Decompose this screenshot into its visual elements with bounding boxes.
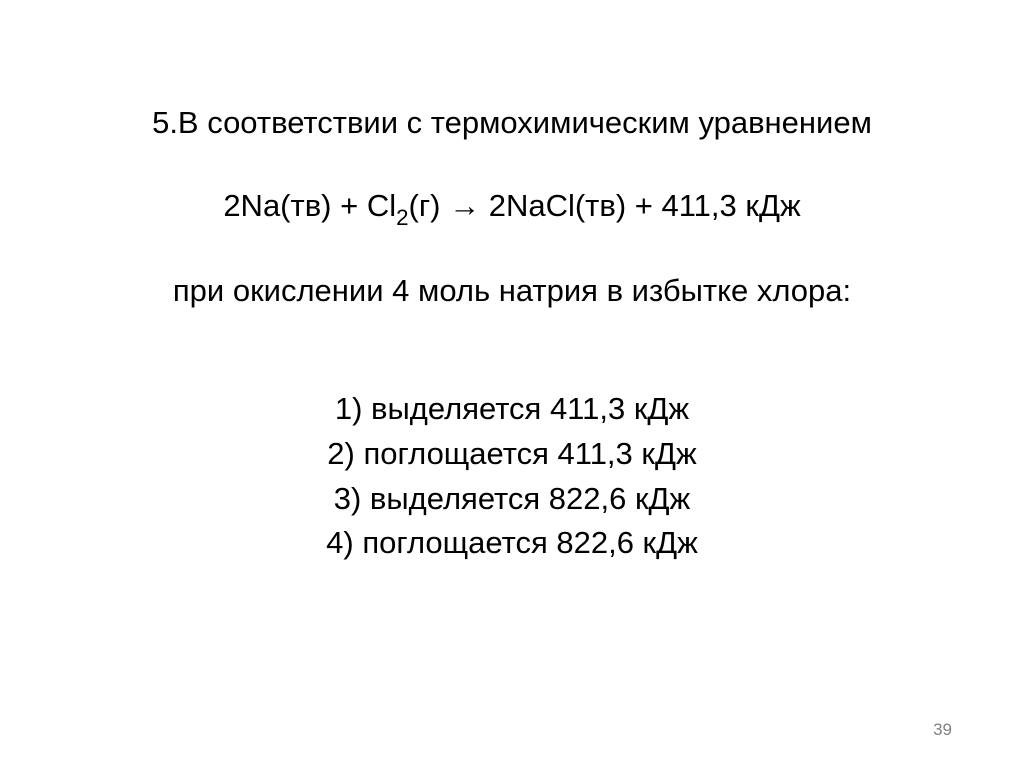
- answer-option-1: 1) выделяется 411,3 кДж: [60, 387, 964, 432]
- answer-option-3: 3) выделяется 822,6 кДж: [60, 477, 964, 522]
- condition: при окислении 4 моль натрия в избытке хл…: [60, 268, 964, 315]
- question-block: 5.В соответствии с термохимическим уравн…: [60, 100, 964, 387]
- slide-container: 5.В соответствии с термохимическим уравн…: [0, 0, 1024, 768]
- answer-option-4: 4) поглощается 822,6 кДж: [60, 521, 964, 566]
- equation: 2Na(тв) + Cl2(г) → 2NaCl(тв) + 411,3 кДж: [60, 183, 964, 233]
- page-number: 39: [933, 720, 952, 740]
- answers-block: 1) выделяется 411,3 кДж 2) поглощается 4…: [60, 387, 964, 567]
- equation-part-1: 2Na(тв) + Cl: [223, 188, 396, 223]
- answer-option-2: 2) поглощается 411,3 кДж: [60, 432, 964, 477]
- equation-subscript: 2: [396, 205, 408, 230]
- equation-part-2: (г) → 2NaCl(тв) + 411,3 кДж: [409, 188, 801, 223]
- question-intro: 5.В соответствии с термохимическим уравн…: [60, 100, 964, 147]
